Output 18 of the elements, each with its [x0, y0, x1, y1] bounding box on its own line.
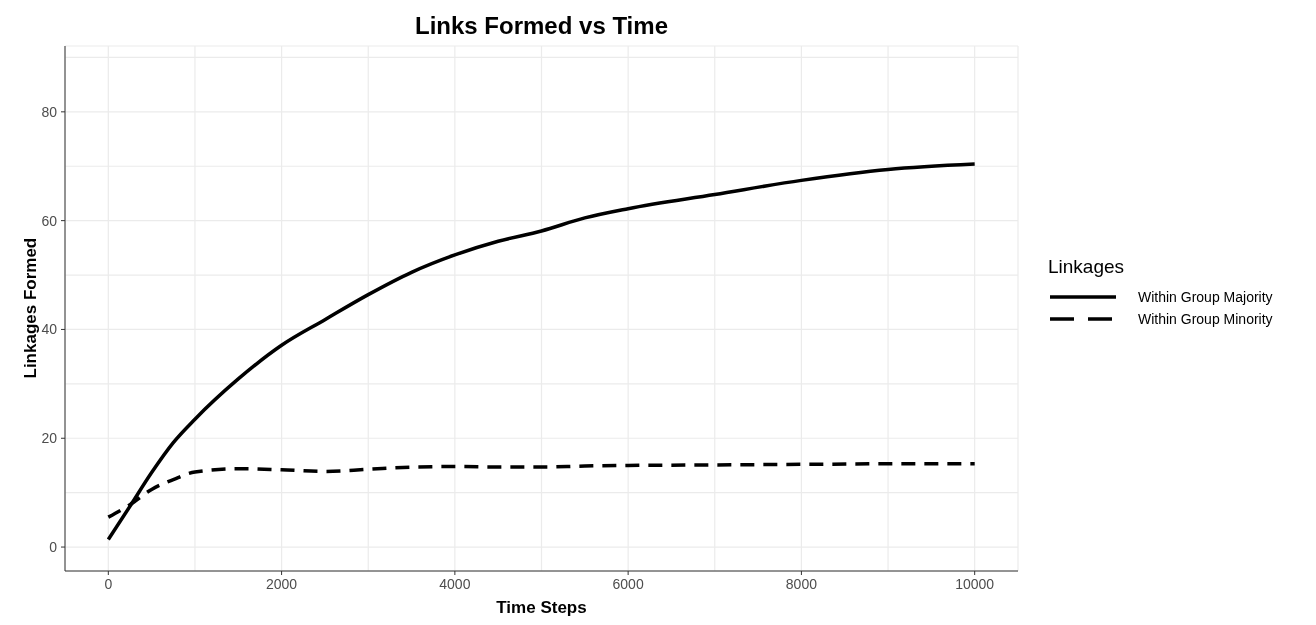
- y-tick-label: 80: [41, 103, 58, 120]
- y-axis-title: Linkages Formed: [21, 237, 41, 379]
- y-tick-label: 60: [41, 212, 58, 229]
- legend-title: Linkages: [1048, 256, 1126, 278]
- x-axis-title: Time Steps: [496, 598, 587, 617]
- x-tick-label: 0: [104, 576, 113, 592]
- x-tick-label: 10000: [955, 576, 995, 592]
- y-tick-label: 40: [41, 321, 58, 338]
- y-tick-label: 0: [49, 539, 58, 556]
- chart-title: Links Formed vs Time: [414, 12, 669, 40]
- x-tick-label: 6000: [612, 576, 644, 592]
- x-tick-label: 4000: [439, 576, 471, 592]
- x-tick-label: 2000: [266, 576, 298, 592]
- legend-label: Within Group Majority: [1138, 289, 1273, 305]
- y-tick-label: 20: [41, 430, 58, 447]
- line-series: [106, 162, 977, 542]
- x-tick-label: 8000: [785, 576, 818, 592]
- legend-label: Within Group Minority: [1138, 311, 1273, 327]
